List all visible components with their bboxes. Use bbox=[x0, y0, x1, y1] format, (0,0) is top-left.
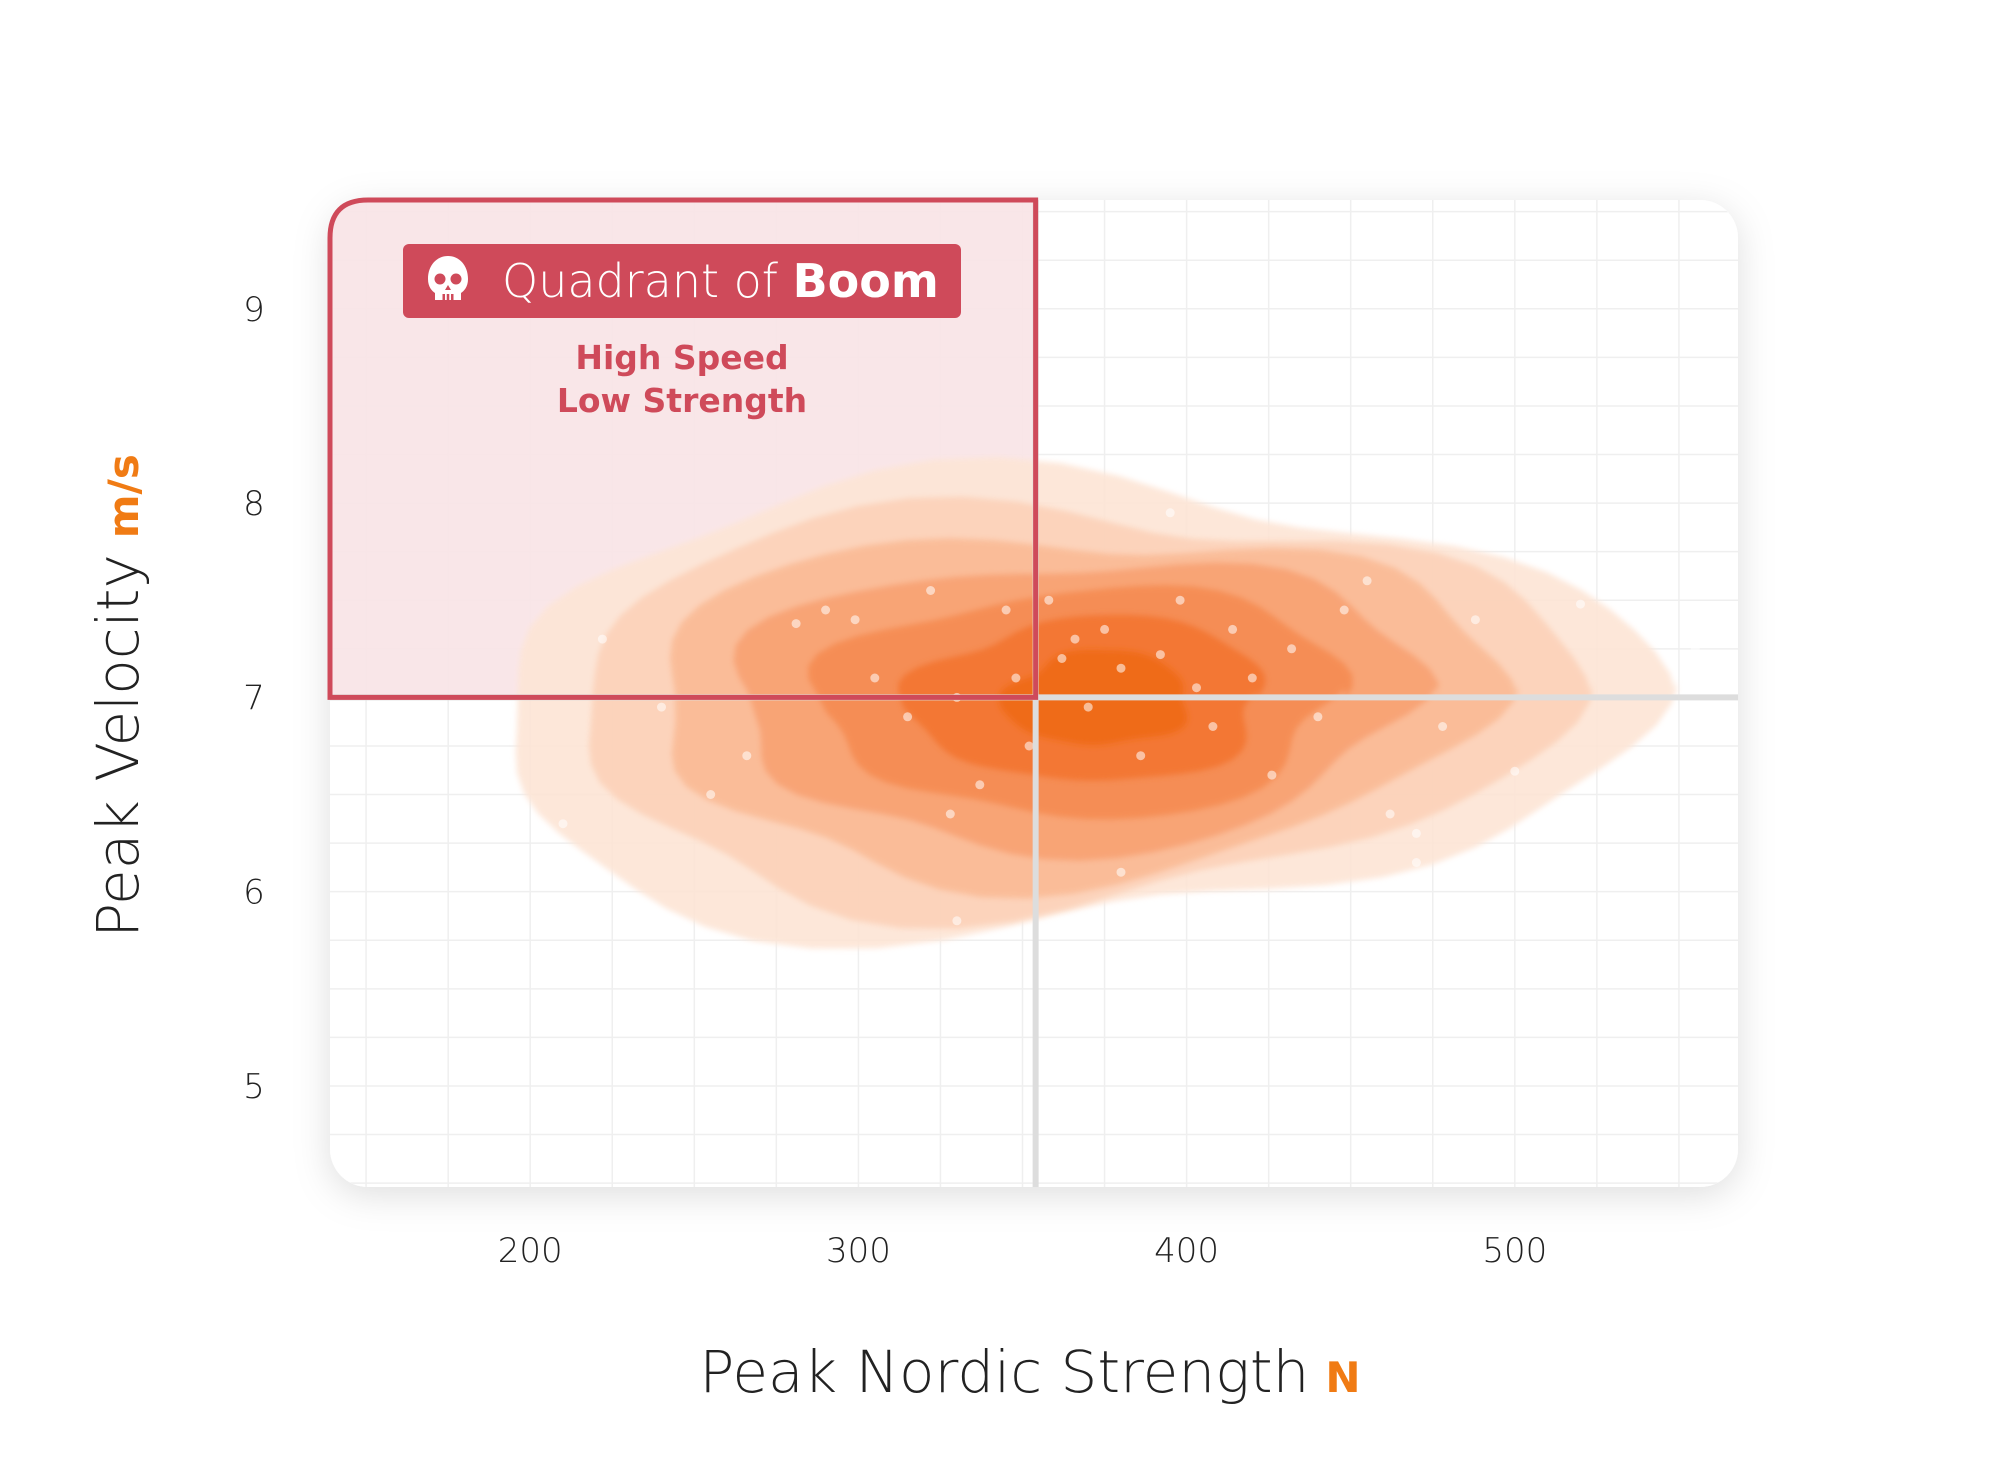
scatter-point bbox=[1313, 712, 1323, 722]
scatter-point bbox=[1024, 741, 1034, 751]
y-tick-labels: 5 6 7 8 9 bbox=[243, 290, 265, 1107]
scatter-point bbox=[870, 673, 880, 683]
scatter-point bbox=[1362, 576, 1372, 586]
y-tick-label: 8 bbox=[243, 484, 265, 524]
scatter-point bbox=[558, 819, 568, 829]
x-tick-label: 500 bbox=[1482, 1231, 1547, 1271]
scatter-point bbox=[1690, 644, 1700, 654]
scatter-point bbox=[1470, 615, 1480, 625]
scatter-point bbox=[476, 731, 486, 741]
scatter-point bbox=[1385, 809, 1395, 819]
scatter-point bbox=[1247, 673, 1257, 683]
y-axis-unit: m/s bbox=[99, 454, 148, 538]
quadrant-border bbox=[327, 197, 1039, 700]
quadrant-banner-bg bbox=[403, 244, 961, 318]
x-tick-label: 300 bbox=[826, 1231, 891, 1271]
scatter-point bbox=[657, 702, 666, 712]
quadrant-subtitle-line1: High Speed bbox=[575, 338, 788, 377]
scatter-point bbox=[821, 605, 831, 615]
scatter-point bbox=[1339, 605, 1349, 615]
skull-icon bbox=[428, 256, 468, 300]
scatter-point bbox=[1192, 683, 1201, 693]
x-axis-label: Peak Nordic Strength bbox=[699, 1338, 1309, 1406]
y-axis-label: Peak Velocity bbox=[84, 554, 152, 938]
scatter-points bbox=[378, 508, 1717, 926]
scatter-point bbox=[1208, 722, 1218, 731]
scatter-point bbox=[1267, 770, 1277, 780]
scatter-point bbox=[1411, 858, 1421, 867]
scatter-point bbox=[1011, 673, 1021, 683]
x-axis-unit: N bbox=[1325, 1353, 1360, 1402]
quadrant-title: Quadrant of Boom bbox=[502, 254, 939, 308]
scatter-point bbox=[1510, 766, 1520, 776]
scatter-point bbox=[1228, 624, 1238, 634]
scatter-point bbox=[791, 619, 801, 629]
scatter-point bbox=[1044, 595, 1054, 605]
x-tick-labels: 200 300 400 500 bbox=[498, 1231, 1548, 1271]
scatter-point bbox=[706, 790, 716, 799]
scatter-point bbox=[926, 586, 936, 595]
quadrant-border-layer bbox=[327, 197, 1039, 700]
scatter-point bbox=[1175, 595, 1185, 605]
scatter-point bbox=[1136, 751, 1146, 761]
scatter-point bbox=[1287, 644, 1297, 654]
scatter-point bbox=[1070, 634, 1080, 644]
y-tick-label: 9 bbox=[243, 290, 265, 330]
scatter-point bbox=[850, 615, 860, 625]
scatter-point bbox=[742, 751, 752, 761]
density-contours bbox=[515, 457, 1677, 949]
quadrant-title-prefix: Quadrant of bbox=[502, 254, 793, 308]
scatter-point bbox=[975, 780, 985, 790]
y-tick-label: 6 bbox=[243, 873, 265, 913]
scatter-point bbox=[1083, 702, 1093, 712]
scatter-point bbox=[945, 809, 955, 819]
y-tick-label: 7 bbox=[243, 678, 265, 718]
quadrant-subtitle-line2: Low Strength bbox=[557, 381, 807, 420]
scatter-point bbox=[1001, 605, 1011, 615]
scatter-point bbox=[1241, 896, 1251, 906]
scatter-point bbox=[378, 708, 387, 718]
quadrant-banner: Quadrant of Boom High Speed Low Strength bbox=[403, 244, 961, 420]
scatter-point bbox=[1116, 663, 1126, 673]
scatter-point bbox=[1100, 624, 1110, 634]
scatter-point bbox=[1576, 599, 1585, 609]
y-tick-label: 5 bbox=[243, 1067, 265, 1107]
scatter-point bbox=[597, 634, 607, 644]
scatter-point bbox=[1116, 867, 1126, 877]
scatter-point bbox=[952, 916, 962, 926]
scatter-point bbox=[1411, 828, 1421, 838]
scatter-point bbox=[1165, 508, 1175, 518]
y-axis-title: Peak Velocity m/s bbox=[84, 454, 152, 938]
x-tick-label: 400 bbox=[1154, 1231, 1219, 1271]
scatter-point bbox=[903, 712, 913, 722]
x-axis-title: Peak Nordic Strength N bbox=[699, 1338, 1360, 1406]
x-tick-label: 200 bbox=[498, 1231, 563, 1271]
scatter-point bbox=[1707, 605, 1717, 615]
quadrant-title-bold: Boom bbox=[793, 254, 939, 308]
scatter-point bbox=[1155, 650, 1165, 660]
scatter-point bbox=[1057, 654, 1067, 663]
scatter-point bbox=[1438, 722, 1448, 731]
